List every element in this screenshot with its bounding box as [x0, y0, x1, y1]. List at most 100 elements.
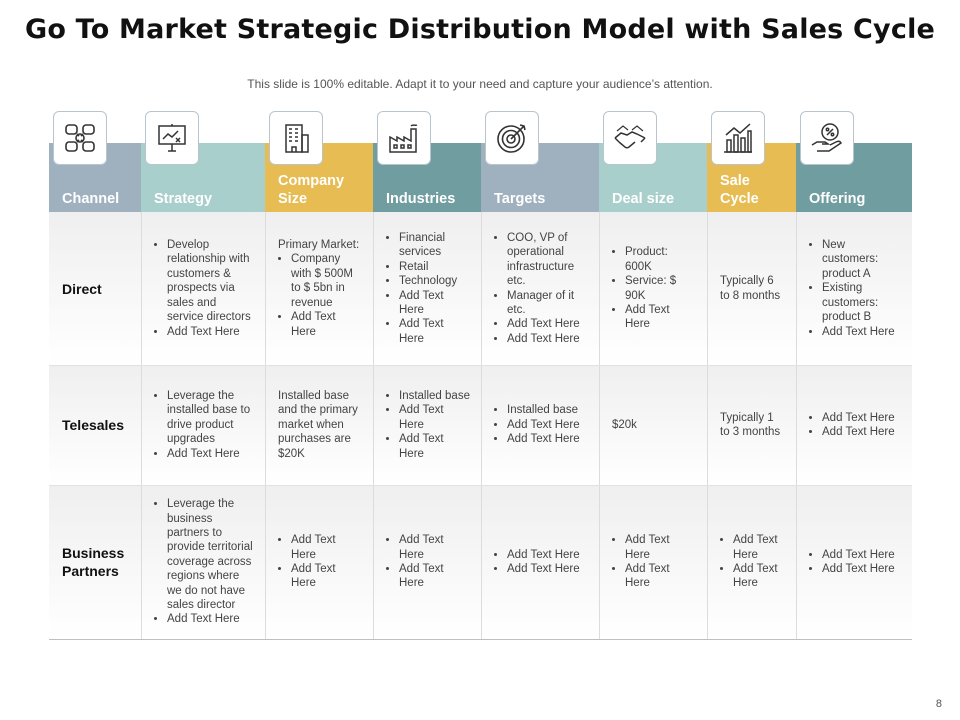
column-divider [707, 212, 708, 639]
bullet-item: Add Text Here [291, 562, 363, 591]
bullet-item: Add Text Here [399, 289, 471, 318]
table-cell: Add Text HereAdd Text Here [796, 485, 912, 639]
column-divider [481, 212, 482, 639]
bullet-item: Add Text Here [507, 562, 580, 576]
bullet-item: Add Text Here [733, 562, 786, 591]
column-divider [796, 212, 797, 639]
table-cell: Add Text HereAdd Text Here [599, 485, 707, 639]
bullet-item: Add Text Here [507, 317, 589, 331]
table-cell: New customers: product AExisting custome… [796, 212, 912, 365]
bullet-list: Add Text HereAdd Text Here [720, 533, 786, 591]
bullet-item: Add Text Here [507, 432, 580, 446]
table-cell: Add Text HereAdd Text Here [796, 365, 912, 485]
bullet-list: New customers: product AExisting custome… [809, 238, 902, 339]
org-chart-icon [53, 111, 107, 165]
bullet-item: Add Text Here [399, 403, 471, 432]
column-header-label: Strategy [154, 191, 213, 207]
bullet-list: Installed baseAdd Text HereAdd Text Here [494, 403, 580, 446]
column-header-label: Offering [809, 191, 866, 207]
table-cell: Add Text HereAdd Text Here [707, 485, 796, 639]
bullet-list: COO, VP of operational infrastructure et… [494, 231, 589, 346]
bullet-item: Develop relationship with customers & pr… [167, 238, 255, 324]
office-building-icon [269, 111, 323, 165]
table-row: Direct Develop relationship with customer… [49, 212, 912, 365]
bullet-list: Product: 600KService: $ 90KAdd Text Here [612, 245, 697, 331]
bullet-item: Add Text Here [822, 425, 895, 439]
bullet-item: Financial services [399, 231, 471, 260]
bullet-list: Add Text HereAdd Text Here [494, 548, 580, 577]
handshake-icon [603, 111, 657, 165]
table-bottom-border [49, 639, 912, 640]
bullet-item: Add Text Here [167, 612, 255, 626]
bullet-item: New customers: product A [822, 238, 902, 281]
table-cell: Typically 6 to 8 months [707, 212, 796, 365]
bullet-item: Add Text Here [399, 562, 471, 591]
percent-hand-icon [800, 111, 854, 165]
column-header-label: Deal size [612, 191, 675, 207]
column-header-label: Sale Cycle [720, 173, 759, 207]
bullet-list: Add Text HereAdd Text Here [386, 533, 471, 591]
column-header-label: Targets [494, 191, 546, 207]
bullet-list: Develop relationship with customers & pr… [154, 238, 255, 339]
row-label: Business Partners [62, 545, 125, 579]
column-header-label: Industries [386, 191, 456, 207]
bullet-list: Installed baseAdd Text HereAdd Text Here [386, 389, 471, 461]
bullet-list: Leverage the business partners to provid… [154, 497, 255, 627]
bullet-item: Add Text Here [822, 548, 895, 562]
column-header-label: Company Size [278, 173, 345, 207]
row-label: Telesales [62, 417, 125, 433]
bullet-item: Retail [399, 260, 471, 274]
bullet-item: Add Text Here [822, 562, 895, 576]
table-cell: Installed base and the primary market wh… [265, 365, 373, 485]
bullet-list: Leverage the installed base to drive pro… [154, 389, 255, 461]
slide-subtitle: This slide is 100% editable. Adapt it to… [247, 77, 713, 91]
table-row: Telesales Leverage the installed base to … [49, 365, 912, 485]
cell-text: $20k [612, 418, 637, 431]
column-divider [373, 212, 374, 639]
bullet-item: Add Text Here [507, 548, 580, 562]
bullet-item: Add Text Here [291, 533, 363, 562]
cell-text: Typically 6 to 8 months [720, 275, 781, 302]
bullet-item: Add Text Here [625, 562, 697, 591]
column-header-label: Channel [62, 191, 120, 207]
column-divider [599, 212, 600, 639]
table-cell: Leverage the business partners to provid… [141, 485, 265, 639]
table-cell: Primary Market:Company with $ 500M to $ … [265, 212, 373, 365]
slide-title: Go To Market Strategic Distribution Mode… [24, 14, 936, 45]
table-cell: Product: 600KService: $ 90KAdd Text Here [599, 212, 707, 365]
bullet-item: COO, VP of operational infrastructure et… [507, 231, 589, 289]
table-cell: Add Text HereAdd Text Here [373, 485, 481, 639]
table-cell: Typically 1 to 3 months [707, 365, 796, 485]
table-cell: COO, VP of operational infrastructure et… [481, 212, 599, 365]
bullet-item: Service: $ 90K [625, 274, 697, 303]
bullet-item: Company with $ 500M to $ 5bn in revenue [291, 252, 363, 310]
bullet-item: Installed base [399, 389, 471, 403]
bullet-list: Add Text HereAdd Text Here [278, 533, 363, 591]
bullet-item: Leverage the business partners to provid… [167, 497, 255, 612]
bullet-item: Leverage the installed base to drive pro… [167, 389, 255, 447]
table-cell: Installed baseAdd Text HereAdd Text Here [373, 365, 481, 485]
table-cell: $20k [599, 365, 707, 485]
table-cell: Leverage the installed base to drive pro… [141, 365, 265, 485]
table-cell: Installed baseAdd Text HereAdd Text Here [481, 365, 599, 485]
bullet-item: Add Text Here [399, 432, 471, 461]
cell-text: Installed base and the primary market wh… [278, 389, 358, 460]
bar-chart-icon [711, 111, 765, 165]
column-divider [265, 212, 266, 639]
presentation-board-icon [145, 111, 199, 165]
table-cell: Financial servicesRetailTechnologyAdd Te… [373, 212, 481, 365]
table-cell: Add Text HereAdd Text Here [265, 485, 373, 639]
bullet-item: Add Text Here [507, 332, 589, 346]
bullet-item: Manager of it etc. [507, 289, 589, 318]
page-number: 8 [935, 698, 942, 710]
table-row: Business Partners Leverage the business p… [49, 485, 912, 639]
bullet-item: Add Text Here [822, 325, 902, 339]
cell-text: Primary Market: [278, 239, 360, 252]
row-divider [49, 365, 912, 366]
factory-icon [377, 111, 431, 165]
bullet-item: Add Text Here [625, 533, 697, 562]
column-divider [141, 212, 142, 639]
target-icon [485, 111, 539, 165]
bullet-item: Add Text Here [625, 303, 697, 332]
bullet-list: Add Text HereAdd Text Here [612, 533, 697, 591]
